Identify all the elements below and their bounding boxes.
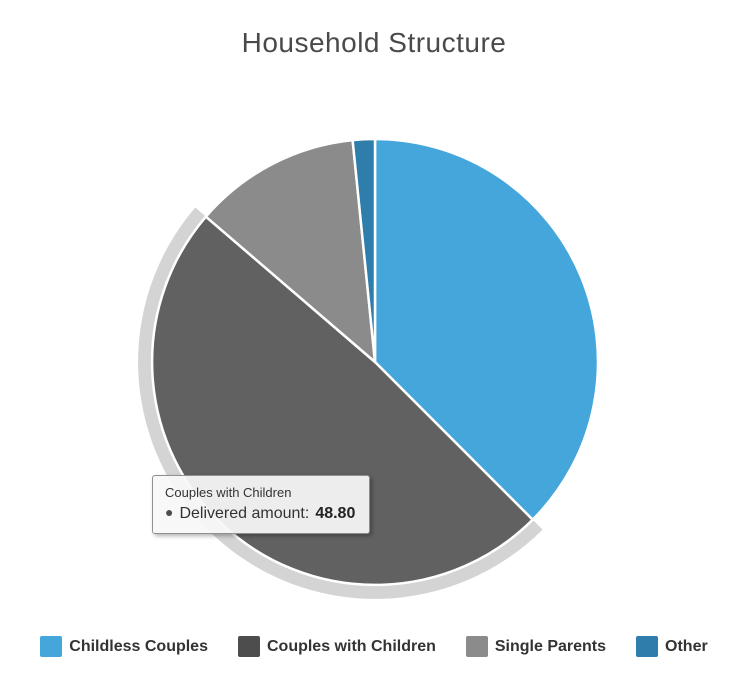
hover-halo [138,207,543,599]
chart-title: Household Structure [241,27,507,58]
legend-item-single-parents[interactable]: Single Parents [465,636,607,657]
legend: Childless Couples Couples with Children Si… [0,636,748,657]
tooltip-value: 48.80 [315,505,356,522]
legend-label: Other [665,637,708,655]
tooltip-body: ● Delivered amount: 48.80 [165,504,355,523]
pie-slice-childless-couples[interactable] [373,137,600,521]
legend-swatch-single-parents [465,636,488,657]
tooltip: Couples with Children ● Delivered amount:… [152,475,371,534]
pie-slice-single-parents[interactable] [204,138,377,364]
pie-slices [150,137,600,587]
pie-slice-other[interactable] [351,137,377,364]
legend-swatch-couples-with-children [237,636,260,657]
tooltip-point-marker: ● [165,504,174,520]
tooltip-category: Couples with Children [165,485,292,500]
legend-item-other[interactable]: Other [636,636,708,657]
legend-item-childless-couples[interactable]: Childless Couples [40,636,208,657]
legend-swatch-other [636,636,659,657]
legend-label: Childless Couples [69,637,208,655]
halo-group [138,207,543,599]
legend-label: Single Parents [494,637,607,655]
legend-item-couples-with-children[interactable]: Couples with Children [237,636,436,657]
legend-label: Couples with Children [266,637,436,655]
legend-swatch-childless-couples [40,636,63,657]
tooltip-series-label: Delivered amount: [179,505,310,522]
